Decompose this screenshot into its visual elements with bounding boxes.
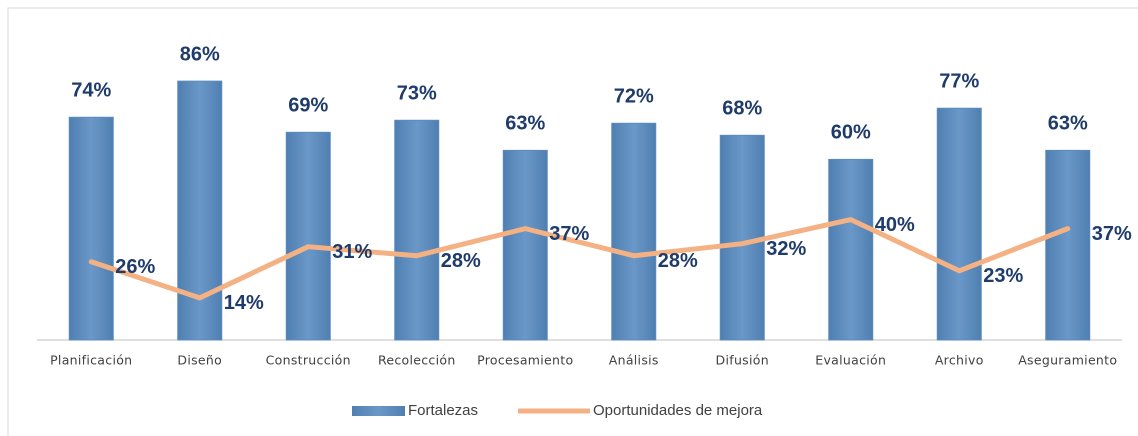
data-label: 69% [288,95,328,117]
bar [68,116,114,341]
x-tick-label: Difusión [716,353,769,368]
x-tick-label: Diseño [177,353,222,368]
data-label: 31% [332,241,372,263]
data-label: 37% [549,223,589,245]
data-label: 32% [766,238,806,260]
data-label: 77% [939,71,979,93]
data-label: 60% [831,122,871,144]
data-label: 68% [722,98,762,120]
data-label: 28% [441,250,481,272]
data-label: 23% [983,265,1023,287]
x-tick-label: Planificación [50,353,132,368]
data-label: 86% [180,43,220,65]
legend-label: Oportunidades de mejora [593,402,763,419]
data-label: 72% [614,86,654,108]
data-label: 40% [875,214,915,236]
x-tick-label: Archivo [935,353,984,368]
x-tick-label: Evaluación [815,353,886,368]
x-tick-label: Aseguramiento [1018,353,1117,368]
data-label: 63% [1048,113,1088,135]
bar [177,80,223,341]
line [88,217,1071,301]
x-tick-label: Procesamiento [477,353,573,368]
bar [828,158,874,341]
legend-label: Fortalezas [408,402,478,419]
data-label: 26% [115,256,155,278]
x-tick-label: Construcción [266,353,351,368]
data-label: 28% [658,250,698,272]
bar [1045,149,1091,341]
chart-frame [7,7,1138,436]
bar [719,134,765,341]
data-label: 73% [397,83,437,105]
bar [394,119,440,341]
x-tick-label: Análisis [609,353,659,368]
bar [611,122,657,341]
bar [502,149,548,341]
bar [936,107,982,341]
x-tick-label: Recolección [378,353,456,368]
legend-swatch [352,406,405,416]
bar [285,131,331,341]
data-label: 63% [505,113,545,135]
data-label: 74% [71,80,111,102]
data-label: 14% [224,292,264,314]
data-label: 37% [1092,223,1132,245]
